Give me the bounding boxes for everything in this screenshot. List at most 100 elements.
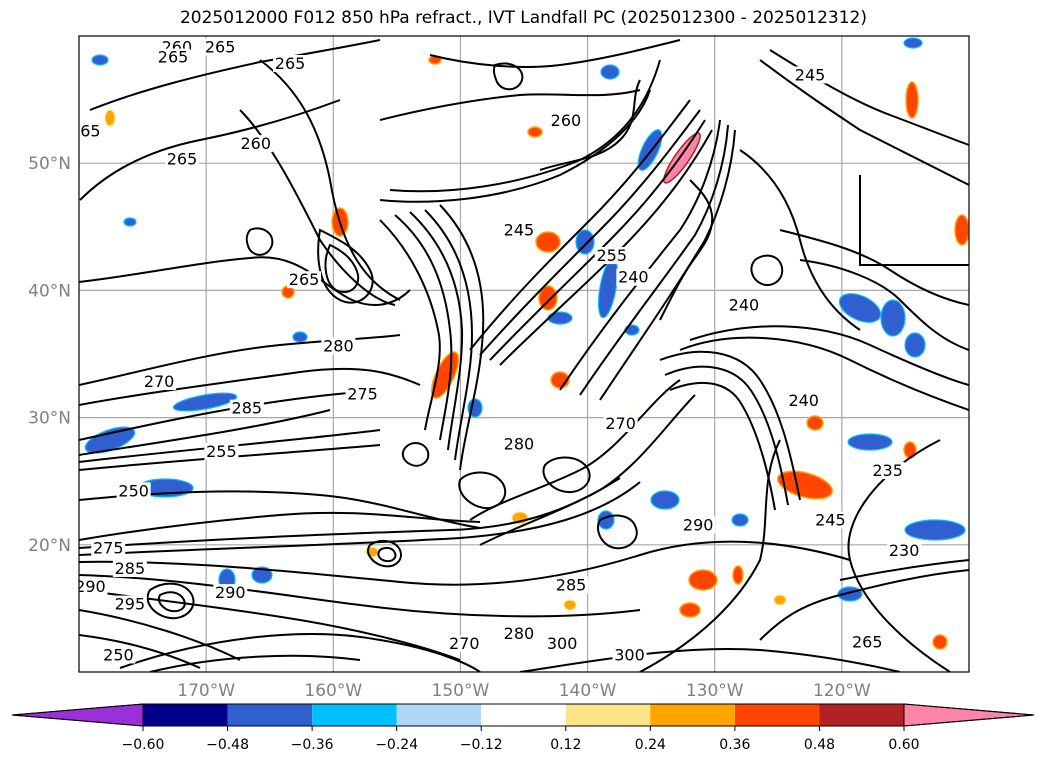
colorbar-extend-low xyxy=(11,703,144,727)
contour-label-bg xyxy=(321,337,356,355)
lon-tick-label: 130°W xyxy=(686,681,744,701)
contour-line xyxy=(579,124,729,396)
shade-blob xyxy=(777,470,833,500)
contour-line xyxy=(739,149,861,331)
contour-line xyxy=(639,439,781,672)
shade-blob xyxy=(172,392,238,412)
shade-blob xyxy=(954,214,969,246)
colorbar-ticks: −0.60 −0.48 −0.36 −0.24 −0.12 0.12 0.24 0.36 0.4… xyxy=(122,726,920,753)
shade-blob xyxy=(880,299,906,337)
shade-blob xyxy=(547,311,573,325)
contour-label-bg xyxy=(164,150,199,168)
lon-tick-label: 150°W xyxy=(432,681,490,701)
shading-layer xyxy=(84,37,969,650)
contour-line xyxy=(119,633,481,672)
contour-label: 295 xyxy=(115,595,146,614)
contour-line xyxy=(669,381,776,511)
shade-blob xyxy=(292,331,308,343)
shade-blob xyxy=(905,81,919,119)
contour-line xyxy=(259,59,401,301)
colorbar-segment xyxy=(734,704,820,726)
contour-line xyxy=(245,227,274,256)
contour-label: 255 xyxy=(596,246,627,265)
contour-label-bg xyxy=(554,576,589,594)
shade-blob xyxy=(104,109,116,127)
contour-line xyxy=(379,219,441,431)
contour-label: 240 xyxy=(618,268,649,287)
shade-blob xyxy=(904,332,926,358)
shade-blob xyxy=(679,602,701,618)
contour-line xyxy=(769,49,969,146)
contour-line xyxy=(79,511,481,541)
lon-tick-label: 160°W xyxy=(304,681,362,701)
contour-label-bg xyxy=(79,122,103,140)
contour-line xyxy=(859,175,969,266)
contour-label-bg xyxy=(887,542,922,560)
contour-line xyxy=(79,574,641,618)
contour-label: 265 xyxy=(167,149,198,168)
contour-line xyxy=(79,256,411,306)
shade-blob xyxy=(688,569,718,591)
contour-label: 270 xyxy=(144,372,175,391)
contour-line xyxy=(479,109,701,356)
contour-label-bg xyxy=(203,38,238,56)
colorbar-tick-label: 0.48 xyxy=(804,737,835,753)
contour-label: 300 xyxy=(547,634,578,653)
contour-label: 280 xyxy=(323,336,354,355)
contour-label: 235 xyxy=(872,461,903,480)
colorbar-segment xyxy=(312,704,397,726)
contour-label-bg xyxy=(229,399,264,417)
lat-tick-label: 50°N xyxy=(28,154,71,174)
colorbar-tick-label: 0.24 xyxy=(635,737,666,753)
colorbar-tick-label: −0.24 xyxy=(375,737,418,753)
contour-label-bg xyxy=(793,66,828,84)
colorbar-segment xyxy=(227,704,313,726)
contour-label-bg xyxy=(447,635,482,653)
colorbar-extend-high xyxy=(903,703,1035,727)
contour-line xyxy=(149,654,361,672)
contour-label: 285 xyxy=(556,576,587,595)
contour-label: 240 xyxy=(729,296,760,315)
contour-line xyxy=(79,409,331,456)
contour-label: 270 xyxy=(605,414,636,433)
contour-line xyxy=(79,540,851,586)
contour-line xyxy=(89,39,381,111)
contour-label-bg xyxy=(116,482,151,500)
colorbar xyxy=(11,703,1035,727)
contour-label: 275 xyxy=(347,385,378,404)
shade-blob xyxy=(600,64,620,80)
contour-line xyxy=(664,365,789,506)
contour-label: 255 xyxy=(206,442,237,461)
contour-label: 290 xyxy=(215,583,246,602)
contour-line xyxy=(79,334,401,386)
contour-line xyxy=(759,59,969,186)
shade-blob xyxy=(91,54,109,66)
shade-blob xyxy=(650,490,680,510)
contour-line xyxy=(79,391,361,441)
contour-line xyxy=(689,325,969,386)
contour-label: 65 xyxy=(80,121,100,140)
contour-line xyxy=(317,228,374,304)
longitude-labels: 170°W 160°W 150°W 140°W 130°W 120°W xyxy=(177,681,871,701)
contour-label: 285 xyxy=(232,399,263,418)
contour-line xyxy=(79,634,201,669)
contour-line xyxy=(479,394,696,546)
shade-blob xyxy=(904,519,966,541)
contour-line xyxy=(542,456,591,494)
contour-labels: 2602652652656526526026024524525524024026… xyxy=(75,37,922,664)
lon-tick-label: 120°W xyxy=(813,681,871,701)
colorbar-segment xyxy=(481,704,566,726)
contour-label: 290 xyxy=(75,577,106,596)
contour-label: 245 xyxy=(795,65,826,84)
contour-line xyxy=(79,481,641,556)
shade-blob xyxy=(731,513,749,527)
contour-line xyxy=(759,569,969,641)
contour-label-bg xyxy=(548,112,583,130)
lon-tick-label: 170°W xyxy=(177,681,235,701)
contour-label-bg xyxy=(501,435,536,453)
contour-label-bg xyxy=(726,296,761,314)
colorbar-segment xyxy=(143,704,228,726)
contour-line xyxy=(394,214,453,441)
contour-label-bg xyxy=(204,442,239,460)
contour-line xyxy=(158,591,186,613)
